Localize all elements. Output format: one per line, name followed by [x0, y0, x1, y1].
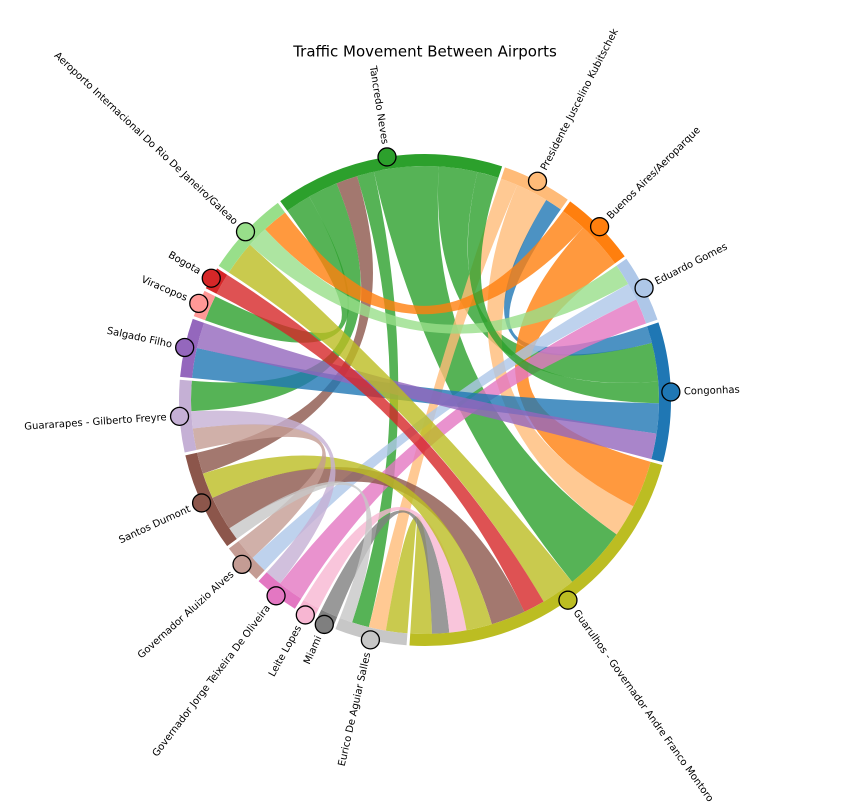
ribbon	[212, 466, 525, 625]
node-label: Tancredo Neves	[367, 64, 390, 145]
node-label: Eurico De Aguiar Salles	[337, 651, 374, 767]
ribbon	[202, 455, 492, 631]
node-dot	[377, 147, 397, 167]
ribbon	[196, 322, 657, 460]
node-label: Eduardo Gomes	[653, 241, 729, 287]
ribbon	[191, 410, 336, 584]
ribbon	[279, 299, 647, 599]
ribbon	[191, 183, 361, 412]
node-dot	[634, 278, 654, 298]
node-dot	[527, 171, 548, 191]
node-dot	[558, 590, 578, 610]
node-dot	[201, 268, 221, 288]
node-dot	[235, 222, 256, 242]
node-dot	[360, 630, 381, 650]
ribbons	[191, 166, 659, 634]
ribbon	[229, 481, 372, 623]
node-arc	[409, 461, 663, 646]
node-dot	[191, 493, 212, 513]
node-dot	[295, 605, 315, 625]
ribbon	[265, 211, 584, 315]
ribbon	[216, 274, 544, 612]
node-label: Governador Aluizio Alves	[136, 569, 236, 661]
node-dot	[266, 586, 286, 606]
ribbon	[368, 178, 518, 631]
ribbon	[249, 229, 629, 334]
ribbon	[467, 171, 659, 404]
ribbon	[197, 176, 373, 474]
node-dot	[589, 217, 610, 237]
node-label: Miami	[302, 634, 324, 666]
node-dot	[169, 406, 190, 427]
node-dot	[175, 337, 195, 358]
node-label: Congonhas	[684, 385, 740, 398]
node-dot	[232, 554, 252, 575]
node-label: Buenos Aires/Aeroparque	[605, 125, 703, 222]
node-label: Santos Dumont	[117, 504, 192, 546]
ribbon	[321, 510, 450, 634]
node-label: Bogota	[166, 250, 202, 277]
node-arc	[185, 452, 237, 547]
ribbon	[205, 196, 350, 343]
node-dot	[661, 382, 681, 402]
node-dot	[189, 293, 209, 314]
node-label: Guararapes - Gilberto Freyre	[24, 412, 167, 432]
ribbon	[385, 516, 432, 634]
node-label: Guarulhos - Governador Andre Franco Mont…	[571, 608, 716, 803]
node-label: Aeroporto Internacional Do Rio De Janeir…	[52, 50, 240, 227]
node-label: Leite Lopes	[267, 624, 304, 679]
node-label: Viracopos	[139, 274, 188, 303]
ribbon	[514, 227, 651, 507]
node-arc	[647, 322, 671, 463]
ribbon	[252, 283, 637, 571]
ribbon	[373, 166, 617, 582]
ribbon	[303, 507, 467, 633]
ribbon	[228, 244, 573, 602]
chart-title: Traffic Movement Between Airports	[292, 43, 557, 61]
node-label: Salgado Filho	[106, 326, 173, 351]
ribbon	[487, 184, 634, 535]
node-dot	[314, 614, 334, 635]
